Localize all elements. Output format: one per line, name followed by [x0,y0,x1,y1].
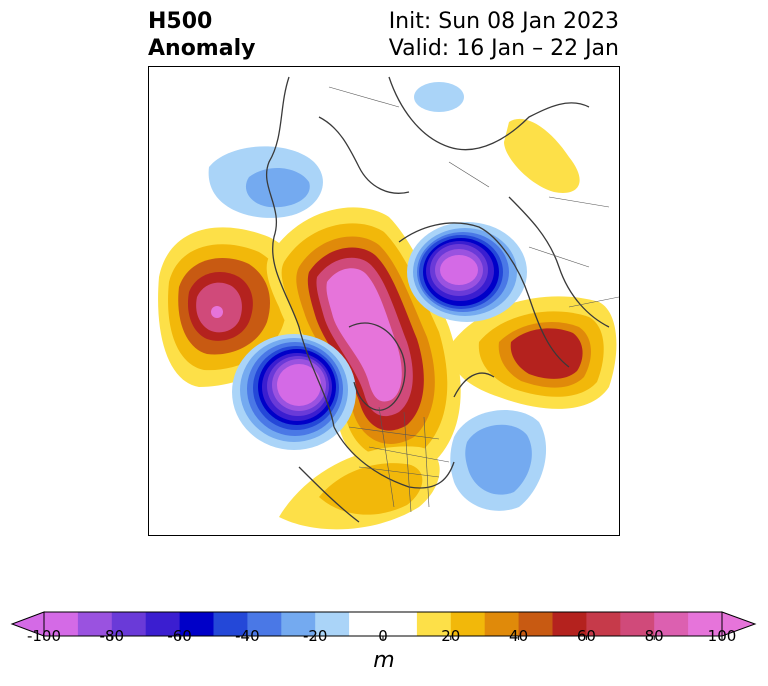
anomaly-map [158,76,619,530]
small-anomalies [414,82,580,193]
trough-southeast [450,410,547,511]
colorbar-cell [688,612,723,636]
colorbar-tick-label: 100 [707,627,737,645]
trough-pacific [232,334,356,450]
colorbar-tick-label: 0 [378,627,388,645]
colorbar-cell [416,612,452,636]
colorbar-cell [111,612,147,636]
colorbar-cell [383,612,418,636]
colorbar-cell [145,612,181,636]
colorbar-cell [620,612,655,636]
borders [328,86,619,513]
colorbar-tick-label: 80 [644,627,664,645]
map-panel [148,66,620,536]
colorbar-cell [281,612,316,636]
colorbar-tick-label: -20 [302,627,328,645]
colorbar-cell [44,612,79,636]
colorbar-tick-label: -60 [167,627,192,645]
colorbar-cell [213,612,248,636]
title-line-2: Anomaly [148,36,256,61]
title-right: Init: Sun 08 Jan 2023 Valid: 16 Jan – 22… [389,8,619,62]
coastlines [265,76,610,523]
title-line-1: H500 [148,9,213,34]
ridge-south [279,446,440,530]
trough-northwest [208,146,323,218]
colorbar-cell [247,612,282,636]
colorbar-cell [552,612,587,636]
colorbar-cell [349,612,384,636]
colorbar-cell [450,612,486,636]
colorbar-tick-label: -40 [235,627,260,645]
colorbar-cells [44,612,723,636]
colorbar-cell [586,612,621,636]
colorbar-cell [518,612,553,636]
colorbar-tick-label: 20 [441,627,461,645]
valid-range: Valid: 16 Jan – 22 Jan [388,36,619,61]
colorbar-tick-label: 40 [509,627,529,645]
colorbar-ticks [43,636,723,640]
colorbar-tick-label: -80 [99,627,125,645]
trough-siberia [407,222,527,322]
title-left: H500 Anomaly [148,8,255,62]
colorbar-unit-label: m [373,648,395,673]
colorbar-cell [484,612,520,636]
init-date: Init: Sun 08 Jan 2023 [388,9,619,34]
colorbar-tick-label: -100 [26,627,62,645]
colorbar-cell [654,612,689,636]
colorbar-tick-label: 60 [576,627,596,645]
colorbar-cell [77,612,113,636]
colorbar [10,611,757,640]
colorbar-cell [315,612,350,636]
ridge-atlantic [449,296,617,409]
colorbar-cell [179,612,214,636]
